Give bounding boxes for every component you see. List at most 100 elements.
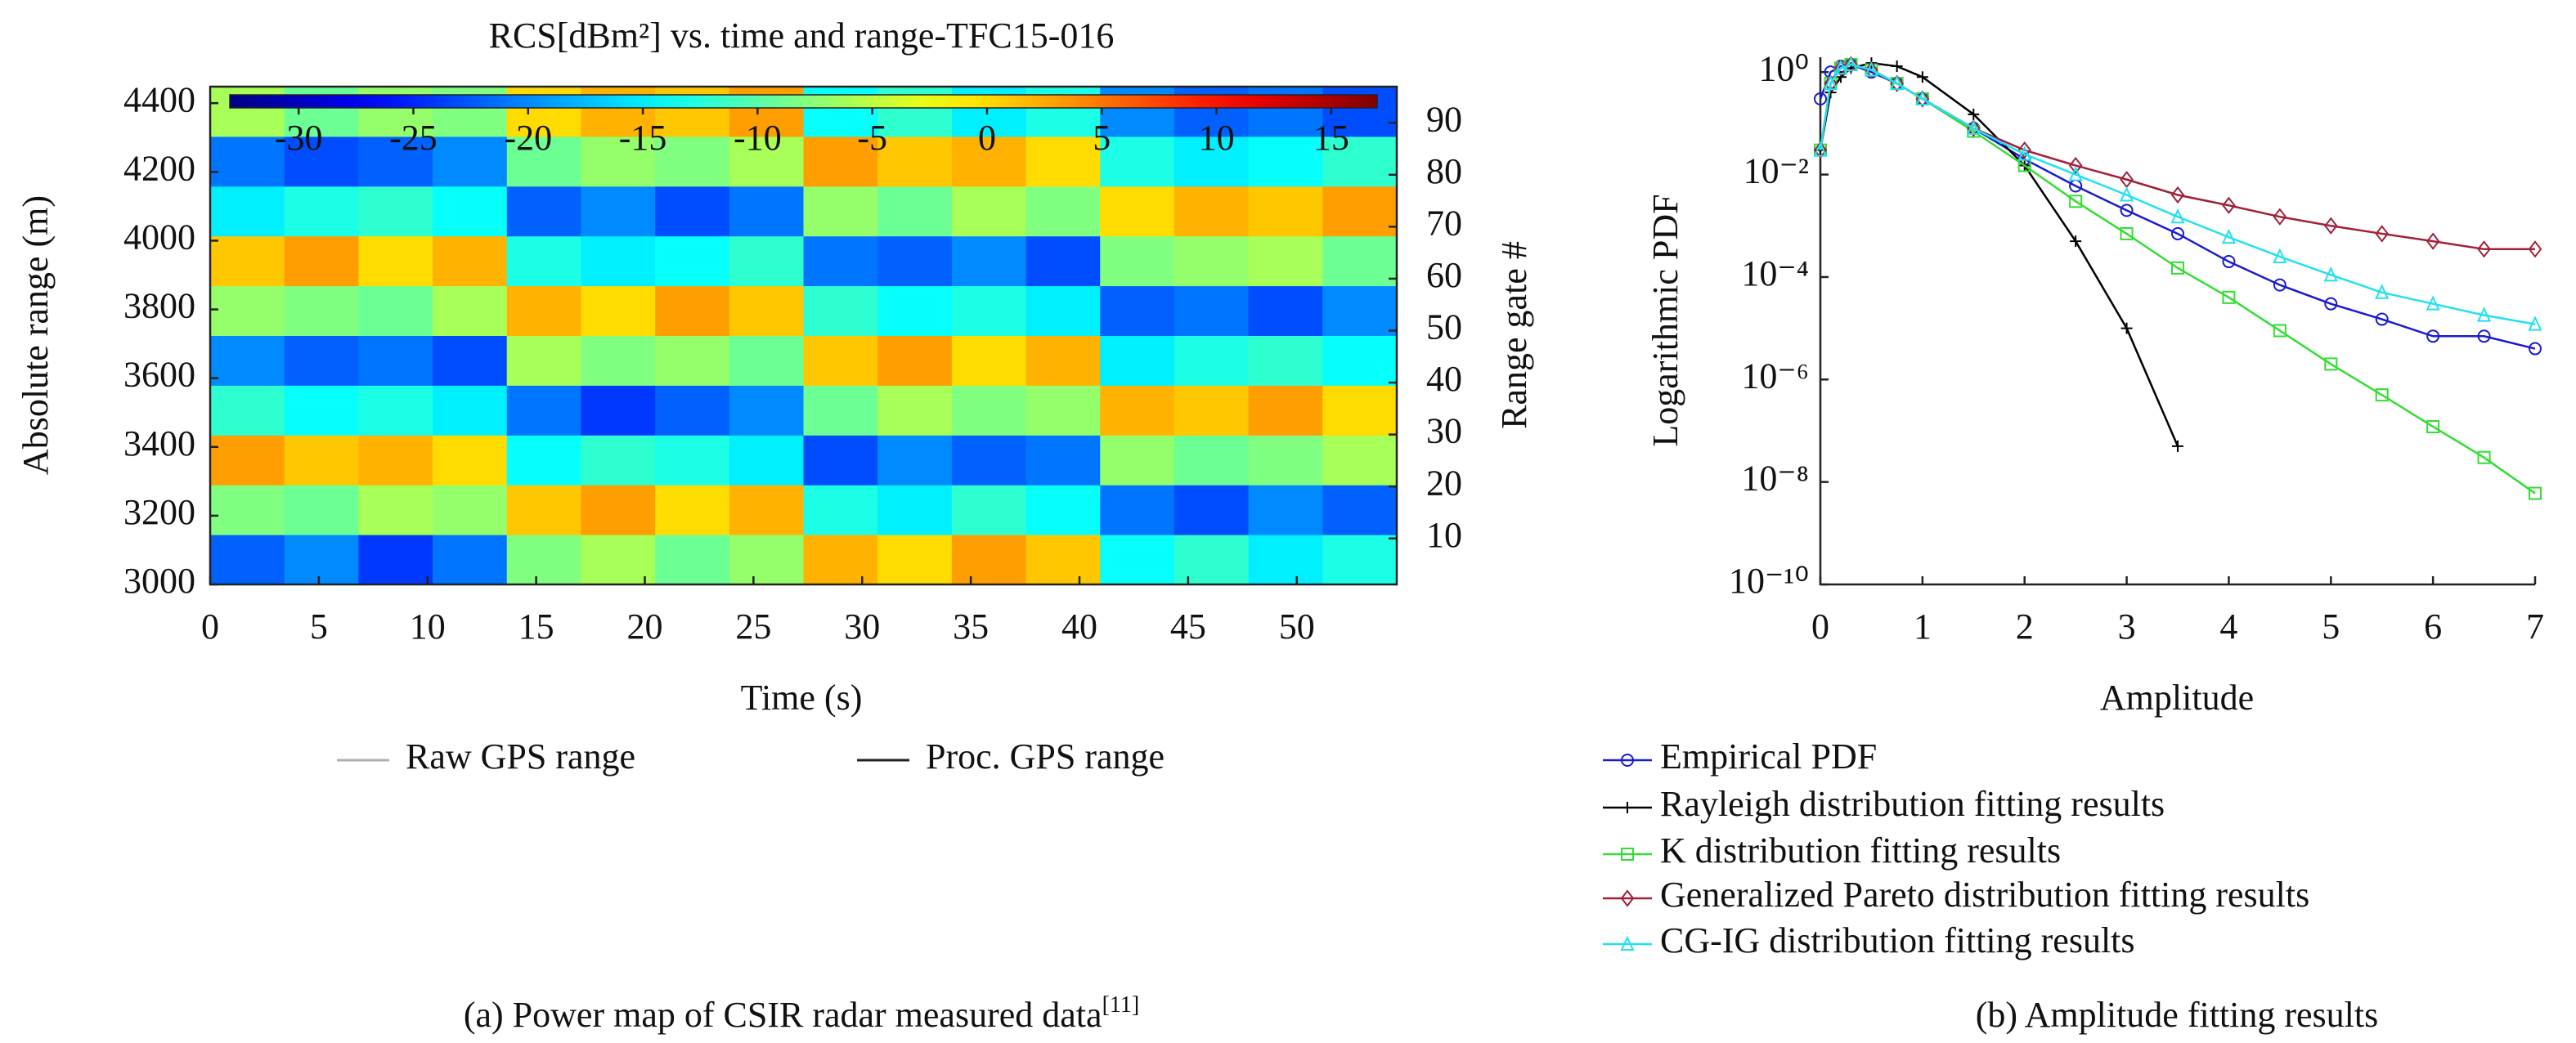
- x-tick-label: 20: [627, 607, 663, 647]
- marker: [2273, 208, 2287, 226]
- heatmap-cell: [210, 186, 285, 237]
- y-tick-label: 4400: [123, 79, 195, 119]
- heatmap-cell: [655, 335, 730, 386]
- y2-tick-label: 20: [1426, 463, 1462, 503]
- legend-label: Raw GPS range: [406, 736, 635, 777]
- marker: [1865, 60, 1878, 79]
- marker: [1843, 56, 1859, 72]
- heatmap-cell: [358, 535, 433, 585]
- heatmap-cell: [1100, 136, 1175, 187]
- y-tick-label: 10⁰: [1758, 48, 1809, 88]
- heatmap-cell: [951, 485, 1027, 535]
- heatmap-cell: [655, 535, 730, 585]
- heatmap-cell: [1322, 235, 1398, 287]
- heatmap-cell: [655, 235, 730, 287]
- marker: [1833, 59, 1848, 75]
- x-tick-label: 30: [844, 607, 880, 647]
- heatmap-cell: [729, 136, 804, 187]
- heatmap-cell: [433, 485, 508, 535]
- heatmap-cell: [581, 136, 656, 187]
- heatmap-cell: [581, 285, 656, 336]
- marker: [1916, 71, 1928, 83]
- heatmap-cell: [1025, 87, 1101, 137]
- heatmap-cell: [803, 136, 878, 187]
- heatmap-cell: [729, 186, 804, 237]
- marker: [1814, 92, 1827, 105]
- x-tick-label: 2: [2016, 607, 2034, 647]
- x-tick-label: 5: [2322, 607, 2340, 647]
- caption-ref: [11]: [1102, 992, 1140, 1018]
- heatmap-cell: [433, 385, 508, 436]
- y-tick-label: 4000: [123, 217, 195, 257]
- heatmap-cell: [1100, 535, 1175, 585]
- marker: [2017, 145, 2032, 161]
- heatmap-cell: [1248, 285, 1323, 336]
- marker: [2170, 208, 2185, 224]
- marker: [2120, 186, 2134, 202]
- x-tick-label: 10: [410, 607, 446, 647]
- heatmap-cell: [729, 435, 804, 486]
- heatmap-cell: [506, 335, 581, 386]
- heatmap-cell: [358, 285, 433, 336]
- colorbar-tick-label: -20: [504, 118, 552, 158]
- marker: [2426, 329, 2440, 343]
- x-axis-label: Time (s): [741, 678, 863, 718]
- series-line: [1819, 63, 2536, 350]
- marker: [2375, 388, 2389, 402]
- heatmap-cell: [729, 485, 804, 535]
- marker: [2528, 240, 2542, 258]
- legend-label: Generalized Pareto distribution fitting …: [1660, 875, 2309, 915]
- colorbar-tick-label: 0: [978, 118, 996, 158]
- heatmap-cell: [877, 235, 953, 287]
- heatmap-cell: [803, 186, 878, 237]
- marker: [1864, 61, 1878, 77]
- heatmap-cell: [1174, 136, 1250, 187]
- marker: [2273, 278, 2287, 292]
- legend-label: CG-IG distribution fitting results: [1660, 920, 2135, 960]
- colorbar-tick-label: 15: [1313, 118, 1349, 158]
- heatmap-cell: [210, 485, 285, 535]
- y-tick-label: 4200: [123, 148, 195, 188]
- y-tick-label: 10⁻²: [1744, 151, 1809, 191]
- x-tick-label: 4: [2219, 607, 2237, 647]
- legend-label: Rayleigh distribution fitting results: [1660, 784, 2165, 824]
- heatmap-cell: [581, 385, 656, 436]
- marker: [2068, 166, 2083, 181]
- x-tick-label: 6: [2424, 607, 2442, 647]
- heatmap-cell: [1100, 385, 1175, 436]
- heatmap-cell: [1248, 335, 1323, 386]
- marker: [2222, 196, 2236, 214]
- heatmap-cell: [210, 285, 285, 336]
- heatmap-cell: [210, 335, 285, 386]
- heatmap-cell: [284, 385, 359, 436]
- colorbar-tick-label: 5: [1093, 118, 1111, 158]
- heatmap-cell: [506, 235, 581, 287]
- heatmap-cell: [581, 235, 656, 287]
- heatmap-cell: [877, 385, 953, 436]
- heatmap-cell: [877, 136, 953, 187]
- x-tick-label: 40: [1061, 607, 1097, 647]
- marker: [1968, 108, 1980, 120]
- marker: [2273, 324, 2287, 338]
- heatmap-cell: [951, 435, 1027, 486]
- marker: [2529, 486, 2542, 500]
- colorbar-tick-label: 10: [1199, 118, 1235, 158]
- y-tick-label: 10⁻⁸: [1741, 459, 1809, 499]
- heatmap-cell: [1025, 485, 1101, 535]
- heatmap-cell: [1025, 335, 1101, 386]
- heatmap-cell: [506, 535, 581, 585]
- legend-label: Proc. GPS range: [926, 736, 1165, 777]
- x-tick-label: 0: [201, 607, 219, 647]
- caption: (b) Amplitude fitting results: [1976, 995, 2379, 1035]
- y2-tick-label: 80: [1426, 151, 1462, 191]
- marker: [1966, 119, 1981, 135]
- heatmap-cell: [1174, 485, 1250, 535]
- heatmap-cell: [803, 485, 878, 535]
- marker: [2070, 235, 2082, 248]
- colorbar: [229, 94, 1378, 109]
- heatmap-cell: [803, 235, 878, 287]
- heatmap-cell: [581, 335, 656, 386]
- heatmap-cell: [506, 385, 581, 436]
- heatmap-cell: [1174, 285, 1250, 336]
